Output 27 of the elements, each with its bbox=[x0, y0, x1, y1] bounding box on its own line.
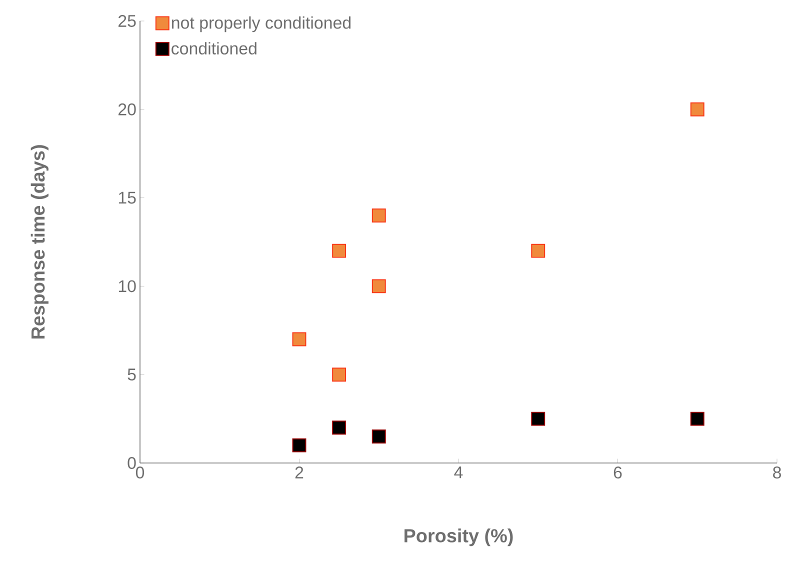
x-tick-label: 4 bbox=[454, 466, 463, 478]
point bbox=[332, 244, 346, 258]
y-axis-title: Response time (days) bbox=[30, 145, 48, 339]
point bbox=[690, 102, 704, 116]
point bbox=[292, 438, 306, 452]
point bbox=[332, 368, 346, 382]
legend-label: not properly conditioned bbox=[172, 16, 351, 32]
y-tick-label: 20 bbox=[118, 103, 136, 116]
x-axis-title: Porosity (%) bbox=[404, 528, 513, 546]
point bbox=[332, 420, 346, 435]
y-tick-label: 15 bbox=[118, 192, 136, 204]
point bbox=[372, 208, 386, 222]
x-tick-label: 0 bbox=[136, 466, 144, 479]
point bbox=[292, 332, 306, 346]
y-tick-label: 25 bbox=[118, 14, 136, 27]
point bbox=[531, 244, 546, 258]
x-tick-label: 6 bbox=[614, 466, 622, 479]
point bbox=[690, 412, 704, 426]
x-tick-label: 8 bbox=[773, 466, 781, 479]
point bbox=[531, 412, 546, 426]
y-tick-label: 10 bbox=[118, 280, 136, 292]
legend-label: conditioned bbox=[172, 42, 256, 55]
point bbox=[372, 279, 386, 294]
y-tick-label: 0 bbox=[128, 457, 136, 469]
x-tick-label: 2 bbox=[295, 466, 304, 478]
point bbox=[372, 430, 386, 444]
y-tick-label: 5 bbox=[128, 368, 136, 381]
